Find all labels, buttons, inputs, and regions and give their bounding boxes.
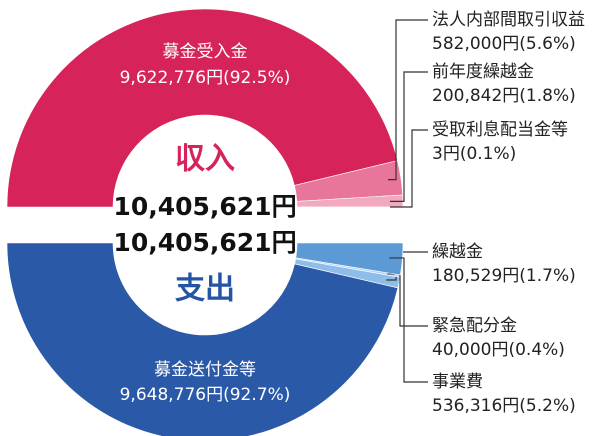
slice-value: 200,842円(1.8%) xyxy=(432,86,576,106)
slice-value: 582,000円(5.6%) xyxy=(432,34,576,54)
slice-value: 9,648,776円(92.7%) xyxy=(120,385,291,405)
leader-line xyxy=(389,257,428,383)
slice-value: 40,000円(0.4%) xyxy=(432,340,565,360)
slice-label: 前年度繰越金 xyxy=(432,62,534,82)
center-title: 収入 xyxy=(175,142,235,177)
center-total: 10,405,621円 xyxy=(113,192,296,221)
slice-value: 536,316円(5.2%) xyxy=(432,396,576,416)
slice-value: 9,622,776円(92.5%) xyxy=(120,68,291,88)
slice-label: 法人内部間取引収益 xyxy=(432,10,585,30)
slice-value: 3円(0.1%) xyxy=(432,144,516,164)
center-title: 支出 xyxy=(175,272,235,307)
slice xyxy=(6,242,399,436)
slice xyxy=(6,8,398,208)
leader-line xyxy=(387,19,428,181)
slice-label: 受取利息配当金等 xyxy=(432,120,568,140)
slice xyxy=(295,242,404,276)
leader-line xyxy=(390,129,428,208)
slice-label: 緊急配分金 xyxy=(432,316,517,336)
slice-label: 繰越金 xyxy=(432,242,483,262)
center-total: 10,405,621円 xyxy=(113,228,296,257)
slice-value: 180,529円(1.7%) xyxy=(432,266,576,286)
slice-label: 募金送付金等 xyxy=(154,360,256,380)
slice-label: 事業費 xyxy=(432,372,483,392)
leader-line xyxy=(389,71,428,202)
slice-label: 募金受入金 xyxy=(163,42,248,62)
